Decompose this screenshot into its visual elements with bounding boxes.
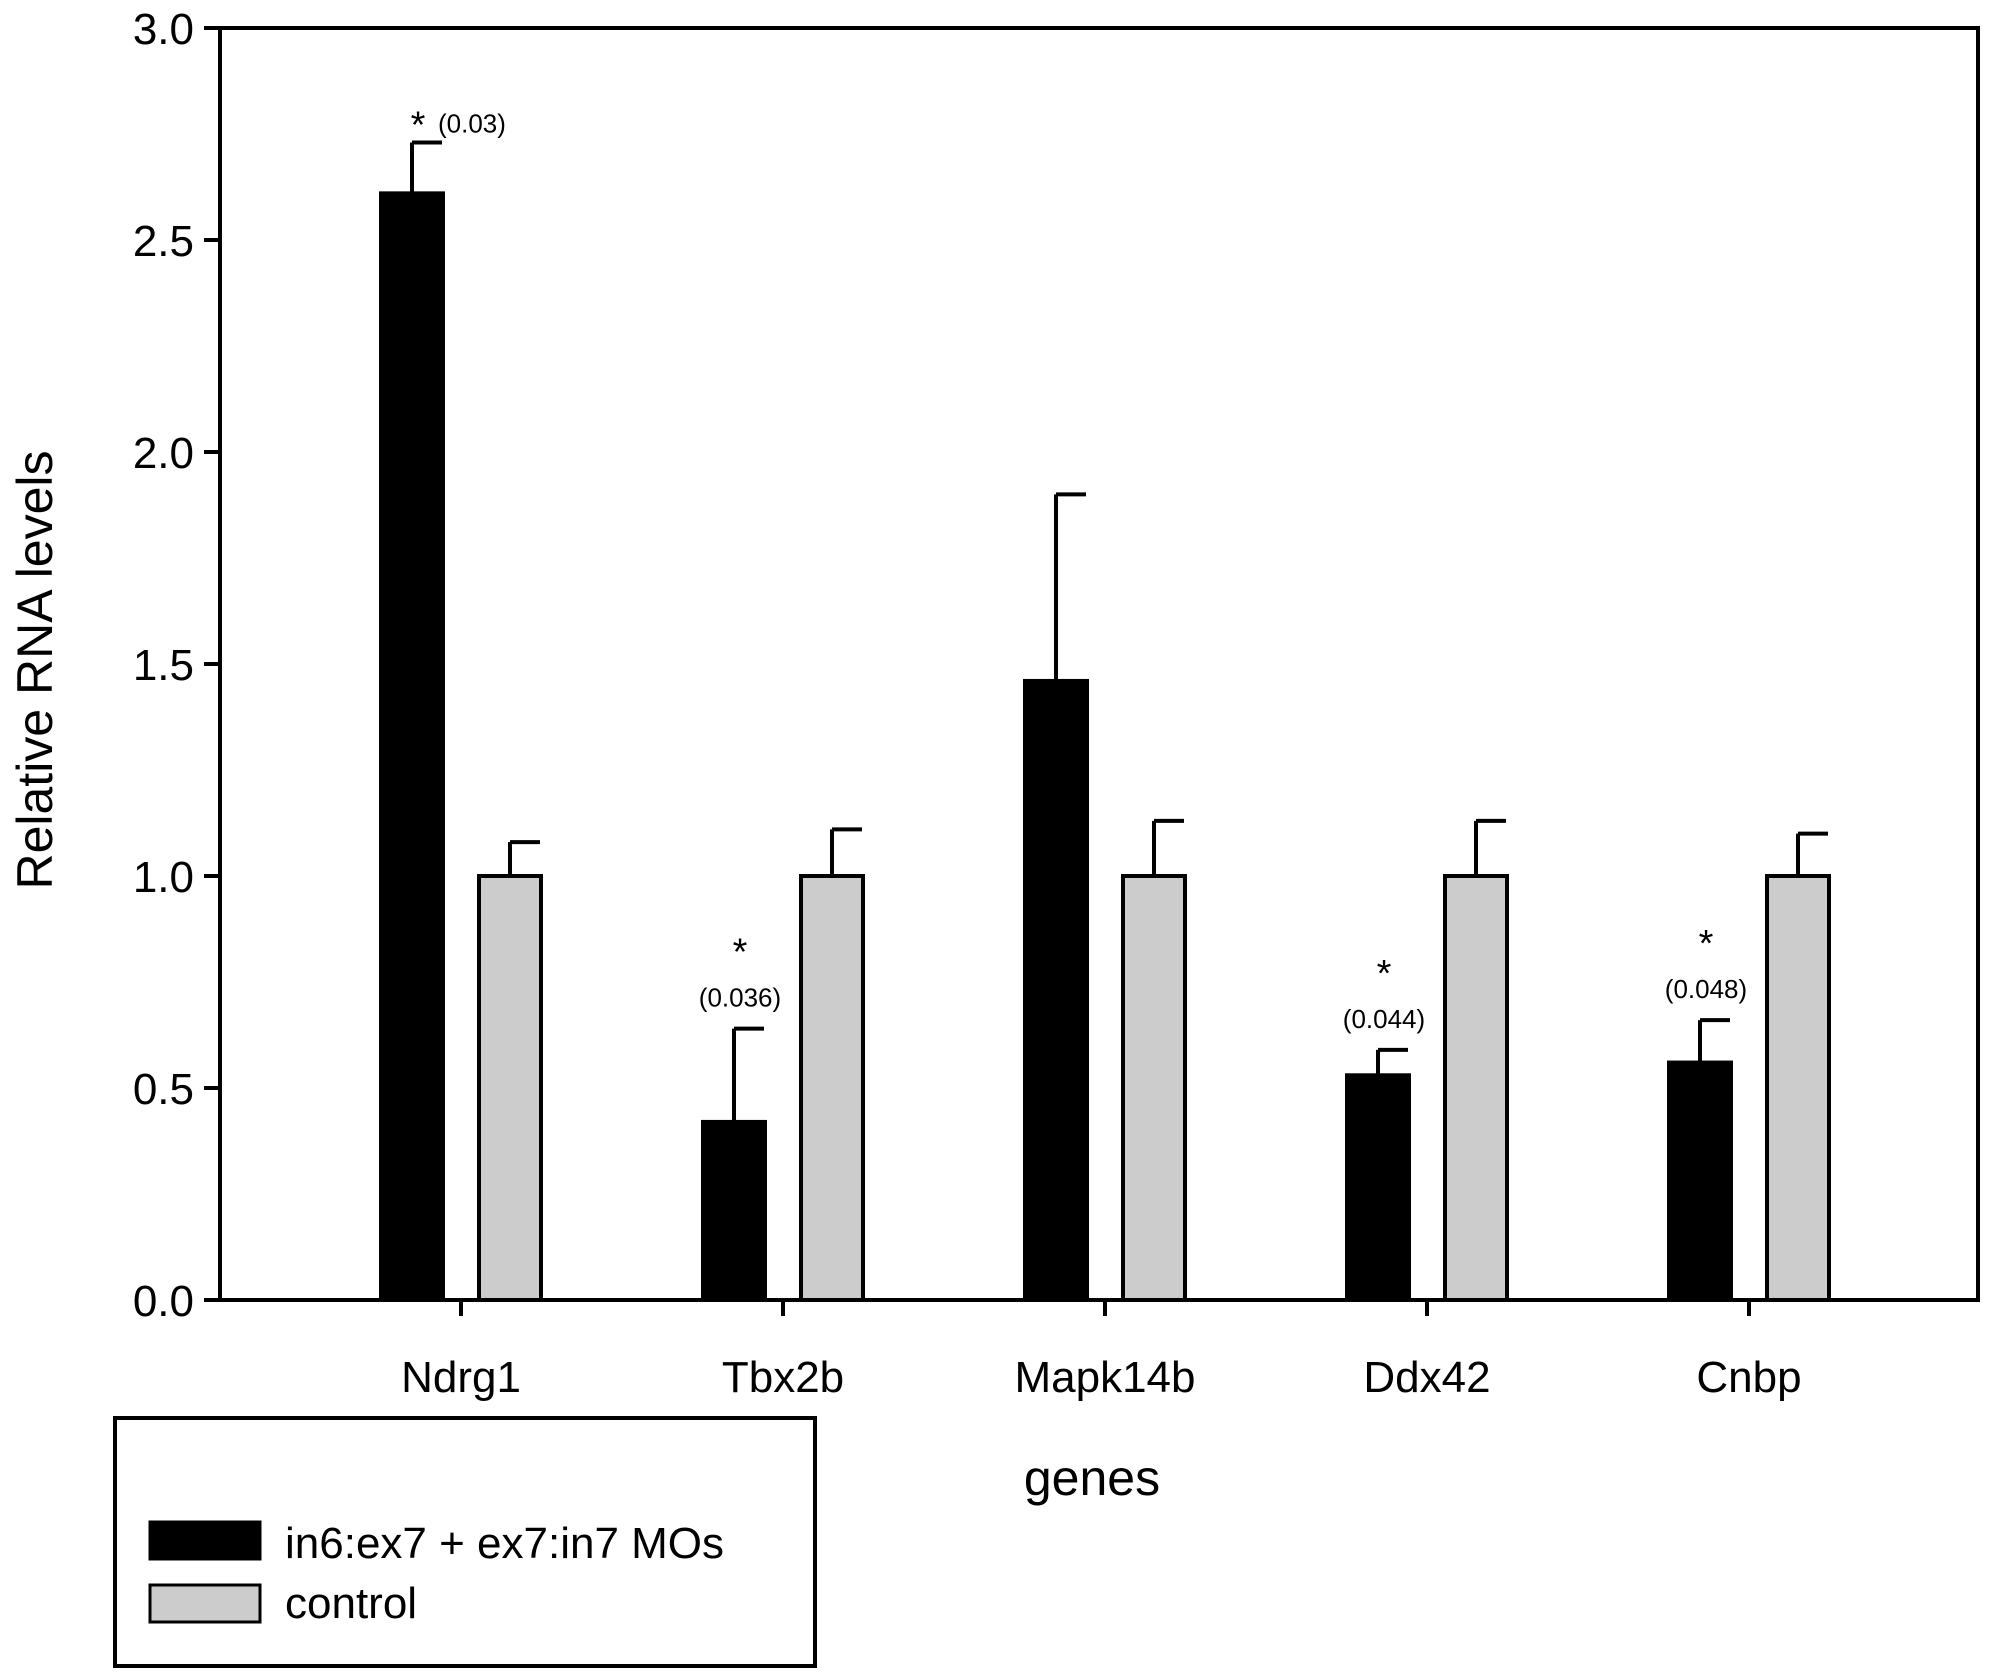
bar-cnbp-control	[1765, 874, 1831, 1302]
legend-swatch-treated	[148, 1520, 262, 1561]
bar-ndrg1-control	[477, 874, 543, 1302]
chart-marks	[218, 26, 1980, 1303]
legend-label-treated: in6:ex7 + ex7:in7 MOs	[285, 1519, 724, 1568]
significance-star: *	[411, 104, 426, 146]
legend-label-control: control	[285, 1579, 417, 1628]
bar-ddx42-control	[1443, 874, 1509, 1302]
significance-star: *	[733, 932, 748, 974]
y-tick-label: 0.5	[133, 1065, 194, 1114]
legend-swatch-control	[148, 1583, 262, 1624]
p-value: (0.03)	[438, 108, 506, 138]
y-axis-label: Relative RNA levels	[7, 450, 63, 889]
bar-cnbp-treated	[1667, 1060, 1733, 1303]
y-tick-label: 3.0	[133, 5, 194, 54]
x-tick-label: Tbx2b	[722, 1353, 844, 1402]
p-value: (0.044)	[1343, 1004, 1425, 1034]
x-tick-label: Ndrg1	[401, 1353, 521, 1402]
p-value: (0.048)	[1665, 974, 1747, 1004]
y-tick-label: 1.0	[133, 853, 194, 902]
bar-mapk14b-treated	[1023, 678, 1089, 1302]
y-tick-label: 2.0	[133, 429, 194, 478]
y-tick-label: 2.5	[133, 217, 194, 266]
x-axis-label: genes	[1024, 1450, 1160, 1506]
p-value: (0.036)	[699, 983, 781, 1013]
bar-ddx42-treated	[1345, 1073, 1411, 1303]
significance-star: *	[1377, 953, 1392, 995]
y-tick-label: 0.0	[133, 1277, 194, 1326]
y-tick-label: 1.5	[133, 641, 194, 690]
bar-tbx2b-control	[799, 874, 865, 1302]
legend: in6:ex7 + ex7:in7 MOs control	[113, 1416, 817, 1668]
bar-mapk14b-control	[1121, 874, 1187, 1302]
y-axis-ticks: 0.0 0.5 1.0 1.5 2.0 2.5 3.0	[133, 5, 220, 1326]
bar-tbx2b-treated	[701, 1119, 767, 1303]
x-tick-label: Mapk14b	[1014, 1353, 1195, 1402]
bar-ndrg1-treated	[379, 191, 445, 1303]
significance-star: *	[1699, 923, 1714, 965]
x-tick-label: Ddx42	[1363, 1353, 1490, 1402]
x-axis-ticks: Ndrg1 Tbx2b Mapk14b Ddx42 Cnbp	[401, 1300, 1802, 1402]
significance-annotations: * (0.03) (0.036) * (0.044) * (0.048) *	[411, 104, 1748, 1033]
x-tick-label: Cnbp	[1696, 1353, 1801, 1402]
